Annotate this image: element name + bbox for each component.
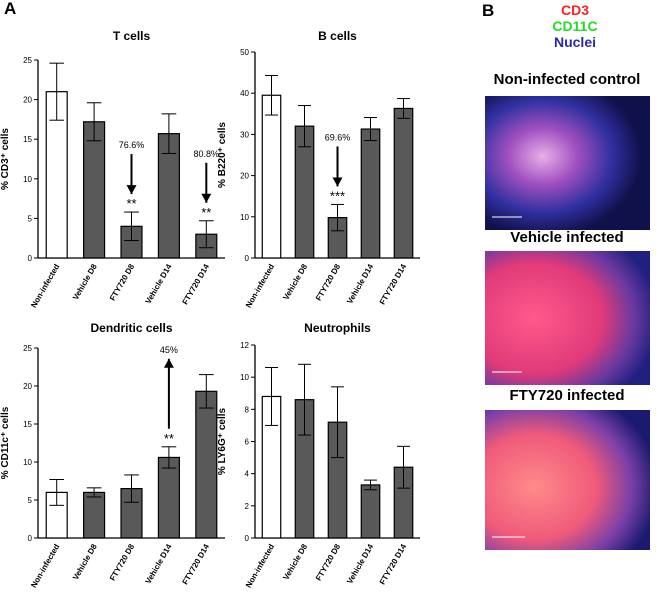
micrograph-title: Vehicle infected xyxy=(510,229,623,246)
x-tick-label: FTY720 D14 xyxy=(181,542,212,586)
panel-label: A xyxy=(4,0,16,18)
y-tick-label: 30 xyxy=(240,130,249,139)
arrow-head xyxy=(201,193,212,203)
bar xyxy=(393,107,414,259)
x-tick-label: Vehicle D14 xyxy=(345,262,375,305)
micrograph xyxy=(485,410,650,550)
chart-title: B cells xyxy=(318,29,357,43)
x-tick-label: Vehicle D8 xyxy=(281,542,309,582)
y-axis-title: % CD11c⁺ cells xyxy=(0,406,11,479)
y-tick-label: 40 xyxy=(240,89,249,98)
micrograph xyxy=(485,96,650,230)
x-tick-label: FTY720 D8 xyxy=(314,262,343,302)
y-tick-label: 20 xyxy=(23,382,32,391)
y-tick-label: 6 xyxy=(245,438,250,447)
x-tick-label: Non-infected xyxy=(244,262,276,309)
y-tick-label: 10 xyxy=(23,458,32,467)
significance: ** xyxy=(126,196,136,211)
y-tick-label: 5 xyxy=(28,496,33,505)
legend-label: Nuclei xyxy=(554,34,596,50)
y-tick-label: 12 xyxy=(240,341,249,350)
micrograph xyxy=(485,251,650,385)
annotation: 80.8% xyxy=(194,149,220,159)
arrow-head xyxy=(163,358,174,368)
y-tick-label: 10 xyxy=(240,373,249,382)
y-tick-label: 50 xyxy=(240,48,249,57)
y-tick-label: 0 xyxy=(245,254,250,263)
arrow-head xyxy=(332,177,343,187)
micrograph-title: FTY720 infected xyxy=(509,387,624,404)
legend-label: CD3 xyxy=(561,2,589,18)
y-tick-label: 0 xyxy=(28,254,33,263)
y-axis-title: % B220⁺ cells xyxy=(217,122,228,188)
annotation: 69.6% xyxy=(325,132,351,142)
x-tick-label: FTY720 D14 xyxy=(181,262,212,306)
significance: *** xyxy=(330,188,345,203)
annotation: 76.6% xyxy=(119,140,145,150)
bar xyxy=(83,121,106,259)
bar xyxy=(195,390,218,539)
y-tick-label: 0 xyxy=(28,534,33,543)
y-tick-label: 8 xyxy=(245,405,250,414)
y-tick-label: 10 xyxy=(23,175,32,184)
annotation: 45% xyxy=(160,345,178,355)
x-tick-label: Vehicle D8 xyxy=(71,542,99,582)
y-tick-label: 4 xyxy=(245,470,250,479)
x-tick-label: FTY720 D8 xyxy=(108,542,137,582)
significance: ** xyxy=(201,205,211,220)
x-tick-label: Non-infected xyxy=(29,542,61,589)
x-tick-label: FTY720 D14 xyxy=(378,542,409,586)
y-tick-label: 2 xyxy=(245,502,250,511)
chart-title: T cells xyxy=(113,29,151,43)
x-tick-label: FTY720 D8 xyxy=(314,542,343,582)
x-tick-label: Vehicle D14 xyxy=(144,262,174,305)
x-tick-label: Vehicle D14 xyxy=(345,542,375,585)
x-tick-label: Vehicle D8 xyxy=(71,262,99,302)
x-tick-label: FTY720 D14 xyxy=(378,262,409,306)
panel-label: B xyxy=(482,1,494,20)
y-tick-label: 0 xyxy=(245,534,250,543)
bar xyxy=(360,484,381,539)
bar xyxy=(360,128,381,259)
chart-title: Neutrophils xyxy=(304,321,371,335)
y-tick-label: 20 xyxy=(240,172,249,181)
x-tick-label: FTY720 D8 xyxy=(108,262,137,302)
y-tick-label: 10 xyxy=(240,213,249,222)
bar xyxy=(261,94,282,259)
micrograph-title: Non-infected control xyxy=(494,71,641,88)
y-axis-title: % LY6G⁺ cells xyxy=(217,407,228,475)
bar xyxy=(157,456,180,539)
y-tick-label: 15 xyxy=(23,135,32,144)
chart-title: Dendritic cells xyxy=(90,321,172,335)
y-tick-label: 20 xyxy=(23,96,32,105)
x-tick-label: Non-infected xyxy=(29,262,61,309)
legend-label: CD11C xyxy=(552,18,597,34)
x-tick-label: Vehicle D8 xyxy=(281,262,309,302)
y-tick-label: 25 xyxy=(23,56,32,65)
y-tick-label: 5 xyxy=(28,214,33,223)
arrow-head xyxy=(126,185,137,195)
y-tick-label: 25 xyxy=(23,344,32,353)
significance: ** xyxy=(164,431,174,446)
y-axis-title: % CD3⁺ cells xyxy=(0,128,11,190)
x-tick-label: Non-infected xyxy=(244,542,276,589)
bar xyxy=(83,491,106,539)
x-tick-label: Vehicle D14 xyxy=(144,542,174,585)
y-tick-label: 15 xyxy=(23,420,32,429)
